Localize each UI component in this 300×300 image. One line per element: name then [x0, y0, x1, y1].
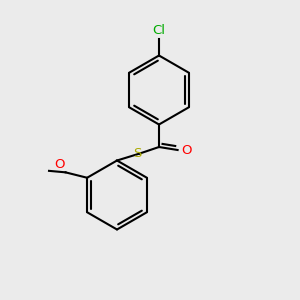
Text: O: O: [54, 158, 64, 171]
Text: S: S: [134, 147, 142, 160]
Text: O: O: [182, 143, 192, 157]
Text: Cl: Cl: [152, 25, 166, 38]
